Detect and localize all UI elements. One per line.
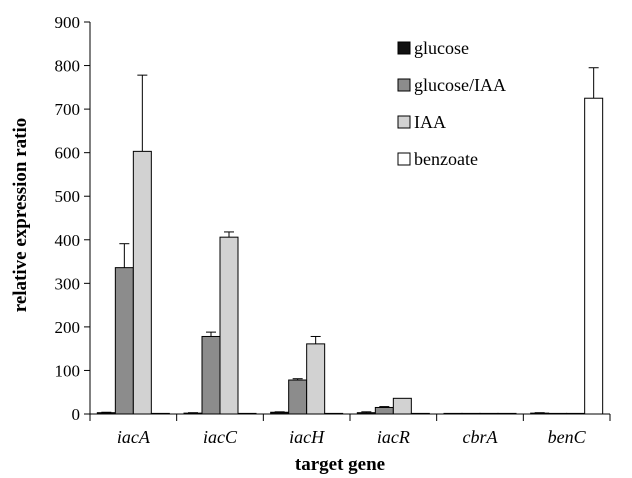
- y-axis-ticks: 0 100 200 300 400 500 600 700 800 900: [55, 13, 90, 424]
- y-tick-label: 300: [55, 274, 81, 293]
- axes: [89, 22, 610, 415]
- bar-glucose-iaa-iacR: [374, 406, 394, 415]
- bar-iaa-iacC: [219, 236, 239, 415]
- bar-glucose-iaa-iacC: [201, 335, 221, 415]
- bar-benzoate-benC: [584, 97, 604, 415]
- y-axis-title: relative expression ratio: [10, 118, 31, 313]
- x-axis-categories: iacA iacC iacH iacR cbrA benC: [89, 414, 611, 447]
- y-tick-label: 200: [55, 318, 81, 337]
- bar-iaa-iacR: [392, 397, 412, 415]
- legend-label: benzoate: [414, 149, 478, 169]
- bar-glucose-iaa-iacH: [288, 379, 308, 415]
- y-tick-label: 700: [55, 100, 81, 119]
- category-label: iacC: [203, 427, 238, 447]
- legend-swatch: [397, 41, 411, 55]
- category-label: benC: [548, 427, 587, 447]
- legend-label: glucose/IAA: [414, 75, 506, 95]
- legend-label: glucose: [414, 38, 469, 58]
- y-tick-label: 100: [55, 361, 81, 380]
- y-tick-label: 0: [72, 405, 81, 424]
- category-label: cbrA: [463, 427, 499, 447]
- y-tick-label: 400: [55, 231, 81, 250]
- bar-iaa-iacA: [132, 150, 152, 415]
- legend-label: IAA: [414, 112, 446, 132]
- legend-swatch: [397, 152, 411, 166]
- legend-swatch: [397, 115, 411, 129]
- legend-swatch: [397, 78, 411, 92]
- y-tick-label: 900: [55, 13, 81, 32]
- category-label: iacH: [289, 427, 325, 447]
- bar-iaa-iacH: [306, 343, 326, 415]
- legend: glucose glucose/IAA IAA benzoate: [397, 38, 506, 169]
- y-tick-label: 600: [55, 144, 81, 163]
- y-tick-label: 500: [55, 187, 81, 206]
- bar-glucose-iaa-iacA: [114, 267, 134, 415]
- y-tick-label: 800: [55, 57, 81, 76]
- category-label: iacR: [377, 427, 410, 447]
- category-label: iacA: [117, 427, 151, 447]
- bars: [96, 67, 604, 415]
- x-axis-title: target gene: [295, 454, 385, 475]
